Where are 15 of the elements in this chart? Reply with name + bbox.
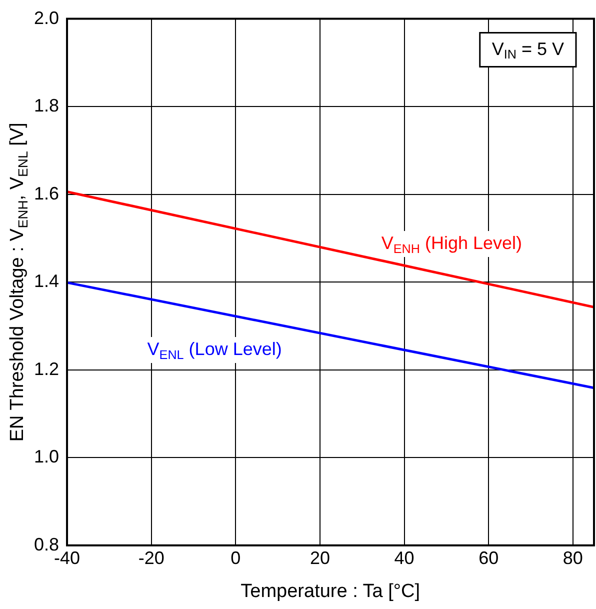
x-tick-label: 20: [310, 548, 330, 568]
y-tick-label: 1.0: [34, 446, 60, 467]
x-tick-label: 40: [394, 548, 414, 568]
y-tick-label: 1.8: [34, 96, 60, 116]
x-tick-label: 60: [478, 548, 499, 568]
y-tick-label: 1.6: [34, 183, 60, 204]
x-tick-label: 0: [230, 548, 241, 568]
x-tick-label: 80: [562, 548, 583, 568]
x-tick-label: -20: [138, 548, 164, 568]
x-axis-title: Temperature : Ta [°C]: [240, 581, 420, 602]
y-tick-label: 1.2: [34, 358, 60, 379]
y-tick-label: 2.0: [34, 8, 60, 28]
y-tick-label: 1.4: [34, 271, 60, 292]
y-tick-label: 0.8: [34, 534, 60, 554]
y-axis-title: EN Threshold Voltage : VENH, VENL [V]: [7, 122, 30, 442]
